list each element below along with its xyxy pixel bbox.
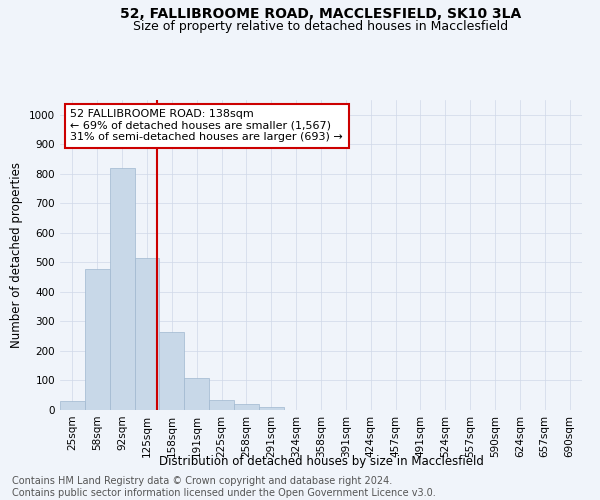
Bar	[60, 401, 85, 410]
Bar	[110, 168, 134, 410]
Bar	[259, 407, 284, 410]
Text: Contains HM Land Registry data © Crown copyright and database right 2024.
Contai: Contains HM Land Registry data © Crown c…	[12, 476, 436, 498]
Bar	[134, 258, 160, 410]
Y-axis label: Number of detached properties: Number of detached properties	[10, 162, 23, 348]
Bar	[209, 400, 234, 410]
Text: Distribution of detached houses by size in Macclesfield: Distribution of detached houses by size …	[158, 454, 484, 468]
Text: Size of property relative to detached houses in Macclesfield: Size of property relative to detached ho…	[133, 20, 509, 33]
Text: 52 FALLIBROOME ROAD: 138sqm
← 69% of detached houses are smaller (1,567)
31% of : 52 FALLIBROOME ROAD: 138sqm ← 69% of det…	[70, 110, 343, 142]
Text: 52, FALLIBROOME ROAD, MACCLESFIELD, SK10 3LA: 52, FALLIBROOME ROAD, MACCLESFIELD, SK10…	[121, 8, 521, 22]
Bar	[234, 404, 259, 410]
Bar	[85, 269, 110, 410]
Bar	[184, 378, 209, 410]
Bar	[160, 332, 184, 410]
